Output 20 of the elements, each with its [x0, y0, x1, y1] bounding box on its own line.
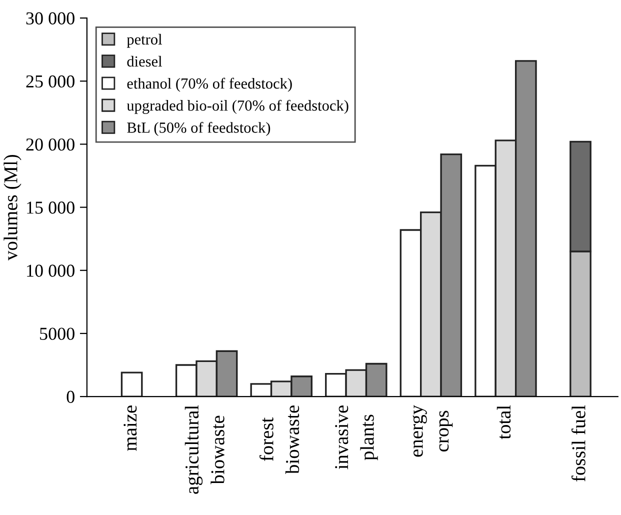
x-tick-label: agricultural biowaste — [184, 405, 224, 494]
legend-label: BtL (50% of feedstock) — [127, 122, 270, 136]
x-tick-label: forest biowaste — [259, 406, 300, 474]
y-tick-label: 10 000 — [27, 264, 74, 277]
x-tick-label: invasive plants — [335, 406, 378, 470]
x-tick-label: maize — [124, 406, 137, 451]
y-axis-title: volumes (Ml) — [4, 154, 22, 260]
y-tick-label: 30 000 — [26, 12, 74, 24]
legend-label: diesel — [127, 56, 162, 67]
y-tick-label: 20 000 — [26, 138, 74, 151]
x-tick-label: energy crops — [412, 404, 453, 457]
y-tick-label: 15 000 — [27, 202, 74, 214]
y-tick-label: 5000 — [40, 328, 74, 340]
legend-label: petrol — [126, 34, 162, 48]
x-tick-label: total — [496, 405, 511, 440]
x-tick-label: fossil fuel — [571, 405, 586, 482]
legend-label: ethanol (70% of feedstock) — [127, 78, 292, 92]
y-tick-label: 0 — [66, 390, 74, 403]
y-tick-label: 25 000 — [26, 75, 74, 88]
legend-label: upgraded bio-oil (70% of feedstock) — [126, 100, 348, 114]
